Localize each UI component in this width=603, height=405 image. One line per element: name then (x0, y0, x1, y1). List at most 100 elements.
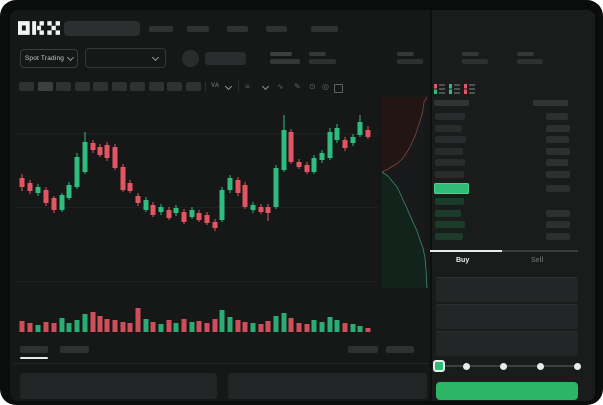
bid-price-placeholder (435, 198, 464, 205)
nav-item[interactable] (187, 26, 209, 32)
amount-slider-track[interactable] (438, 365, 578, 367)
ask-size-placeholder (546, 170, 570, 178)
fullscreen-icon[interactable] (334, 84, 343, 93)
slider-stop-dot[interactable] (499, 362, 507, 370)
ticker-stat-label (309, 52, 326, 56)
book-mode-asks-icon[interactable] (464, 81, 475, 94)
ask-price-placeholder (435, 113, 465, 120)
book-mode-both-icon-glyph (434, 84, 445, 94)
tab-sell[interactable]: Sell (531, 257, 544, 264)
timeframe-button[interactable] (130, 82, 145, 91)
bid-size-placeholder (546, 232, 570, 240)
bid-size-placeholder (546, 209, 570, 217)
chart-footer-tab[interactable] (60, 346, 89, 353)
indicator-dropdown-icon[interactable]: ≡ (245, 82, 250, 91)
slider-stop-dot[interactable] (462, 362, 470, 370)
ask-price-placeholder (435, 147, 463, 155)
ask-size-placeholder (546, 159, 568, 166)
active-footer-tab-underline (20, 357, 48, 359)
orders-panel-right (228, 373, 427, 399)
book-mode-asks-icon-glyph (464, 84, 475, 94)
slider-stop-dot[interactable] (536, 362, 544, 370)
ask-price-placeholder (435, 159, 465, 166)
depth-chart (380, 96, 428, 289)
ticker-stat-value (397, 59, 423, 64)
timeframe-button[interactable] (56, 82, 71, 91)
camera-icon[interactable]: ⊙ (309, 82, 316, 91)
pair-name-placeholder[interactable] (205, 52, 246, 65)
book-column-header-size (533, 100, 568, 106)
ask-size-placeholder (546, 136, 569, 143)
chart-footer-button[interactable] (348, 346, 378, 353)
draw-icon[interactable]: ✎ (294, 82, 301, 91)
chart-footer-tab[interactable] (20, 346, 48, 353)
last-price-placeholder (270, 52, 292, 56)
wave-icon[interactable]: ∿ (277, 82, 284, 91)
candlestick-chart[interactable] (14, 96, 430, 342)
chevron-down-icon (67, 53, 75, 62)
ticker-stat-label (397, 52, 414, 56)
nav-item[interactable] (149, 26, 173, 32)
timeframe-button[interactable] (74, 82, 90, 91)
last-price-bar[interactable] (434, 183, 469, 194)
bid-price-placeholder (435, 209, 461, 217)
chart-footer-button[interactable] (386, 346, 414, 353)
indicator-label[interactable]: VA (211, 83, 220, 89)
amount-slider-handle[interactable] (433, 360, 445, 372)
volume-bars (19, 308, 371, 332)
nav-item[interactable] (311, 26, 338, 32)
total-input[interactable] (436, 331, 578, 356)
ticker-stat-value (517, 59, 543, 64)
amount-input[interactable] (436, 304, 578, 329)
slider-stop-dot[interactable] (573, 362, 581, 370)
ask-size-placeholder (546, 113, 568, 120)
ticker-stat-value (309, 59, 336, 64)
chevron-down-icon (151, 53, 160, 61)
bid-price-placeholder (435, 232, 463, 240)
nav-item[interactable] (266, 26, 287, 32)
trading-pair-select[interactable] (85, 48, 166, 68)
nav-item[interactable] (227, 26, 248, 32)
market-type-label: Spot Trading (24, 55, 65, 62)
toolbar-divider (238, 81, 239, 92)
timeframe-button[interactable] (19, 82, 34, 91)
timeframe-button[interactable] (37, 82, 53, 91)
active-tab-underline (430, 250, 502, 252)
search-input[interactable] (64, 21, 140, 36)
ask-price-placeholder (435, 124, 462, 132)
footer-divider (14, 363, 428, 364)
okx-logo-icon (18, 21, 60, 35)
timeframe-button[interactable] (167, 82, 182, 91)
ask-size-placeholder (546, 124, 570, 132)
timeframe-button[interactable] (148, 82, 164, 91)
market-type-dropdown[interactable]: Spot Trading (20, 49, 78, 68)
candles (19, 115, 371, 231)
timeframe-button[interactable] (93, 82, 108, 91)
tab-underline-track (430, 250, 578, 252)
price-input[interactable] (436, 277, 578, 302)
timeframe-button[interactable] (111, 82, 127, 91)
ticker-stat-value (462, 59, 488, 64)
book-mode-both-icon[interactable] (434, 81, 445, 94)
bid-size-placeholder (546, 221, 570, 228)
tab-buy[interactable]: Buy (456, 257, 470, 264)
orders-panel-left (20, 373, 217, 399)
timeframe-button[interactable] (185, 82, 201, 91)
settings-icon[interactable]: ◎ (322, 82, 329, 91)
buy-submit-button[interactable] (436, 382, 578, 400)
okx-logo-text: OKX (0, 0, 1, 1)
ticker-stat-label (462, 52, 479, 56)
ticker-stat-label (517, 52, 534, 56)
coin-icon (182, 50, 199, 67)
book-column-header-price (434, 100, 469, 106)
book-mode-bids-icon[interactable] (449, 81, 460, 94)
ask-price-placeholder (435, 170, 464, 178)
ask-price-placeholder (435, 136, 466, 143)
last-price-size-placeholder (546, 185, 570, 192)
chart-gridlines (14, 133, 379, 282)
price-change-placeholder (270, 59, 300, 64)
ask-size-placeholder (546, 147, 570, 155)
book-mode-bids-icon-glyph (449, 84, 460, 94)
